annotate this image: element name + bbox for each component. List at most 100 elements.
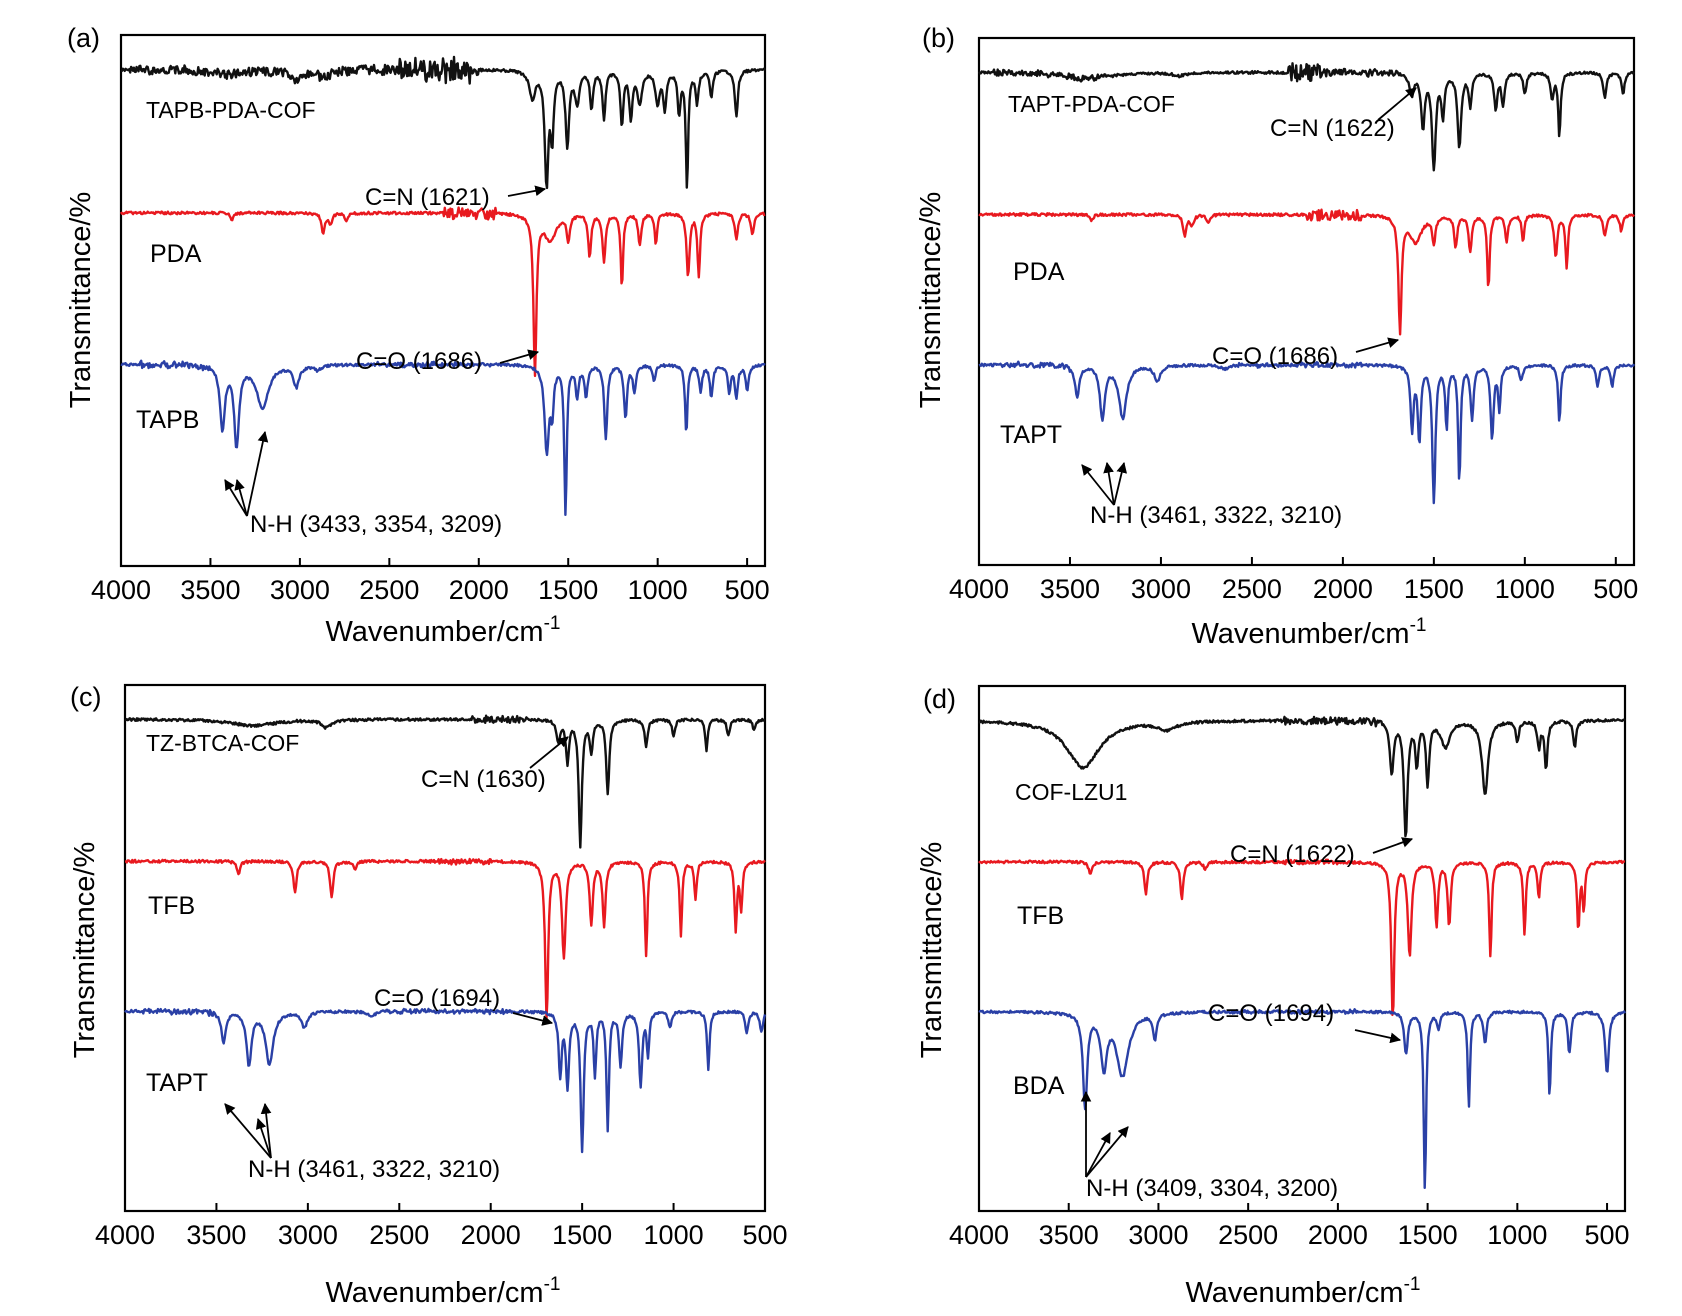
panel-label: (c) (70, 682, 101, 712)
series-line-tapt-pda-cof (977, 62, 1636, 172)
series-label: TAPT (146, 1069, 208, 1097)
panel-label: (b) (922, 23, 955, 53)
y-axis-label: Transmittance/% (915, 192, 947, 409)
series-line-tapb (120, 359, 766, 516)
y-axis-label: Transmittance/% (65, 192, 97, 409)
series-line-tapt (978, 360, 1636, 505)
annotation-arrow (1113, 461, 1128, 506)
x-tick-label: 4000 (91, 575, 151, 605)
annotation-arrow (224, 479, 248, 517)
peak-annotation: N-H (3409, 3304, 3200) (1086, 1175, 1338, 1202)
annotation-arrow (1372, 837, 1414, 854)
plot-frame (977, 36, 1636, 567)
x-tick-label: 1000 (644, 1220, 704, 1250)
series-label: PDA (150, 240, 202, 268)
series-line-cof-lzu1 (978, 715, 1626, 838)
x-tick-label: 4000 (949, 1220, 1009, 1250)
x-axis-label-exponent: -1 (1404, 1274, 1421, 1295)
x-tick-label: 2000 (1313, 574, 1373, 604)
series-line-tapb-pda-cof (120, 55, 767, 190)
chart-panel-3: 4000 3500 3000 2500 2000 1500 1000 500 TZ-BTCA-C… (69, 682, 788, 1309)
x-tick-label: 2000 (461, 1220, 521, 1250)
series-line-tapt (124, 1007, 767, 1154)
x-tick-label: 1500 (1398, 1220, 1458, 1250)
x-tick-label: 2000 (1308, 1220, 1368, 1250)
annotation-arrow (499, 349, 540, 364)
series-line-pda (978, 208, 1635, 336)
series-line-tz-btca-cof (124, 714, 766, 849)
peak-annotation: C=N (1622) (1270, 115, 1395, 142)
x-tick-label: 2500 (369, 1220, 429, 1250)
series-label: TZ-BTCA-COF (146, 730, 299, 756)
peak-annotation: N-H (3433, 3354, 3209) (250, 511, 502, 538)
x-axis-label-exponent: -1 (1410, 615, 1427, 636)
x-tick-label: 1000 (1495, 574, 1555, 604)
x-tick-label: 500 (725, 575, 770, 605)
chart-panel-2: 4000 3500 3000 2500 2000 1500 1000 500 TAPT-PDA-… (915, 23, 1638, 650)
peak-annotation: C=N (1630) (421, 766, 546, 793)
plot-frame (977, 684, 1627, 1213)
annotation-arrow (507, 185, 547, 197)
x-axis-label-exponent: -1 (544, 613, 561, 634)
x-tick-label: 3000 (1128, 1220, 1188, 1250)
y-axis-label: Transmittance/% (916, 842, 948, 1059)
x-tick-label: 500 (742, 1220, 787, 1250)
annotation-arrow (260, 1102, 272, 1159)
annotation-arrow (512, 1012, 554, 1026)
peak-annotation: C=O (1694) (374, 985, 500, 1012)
peak-annotation: C=O (1686) (356, 348, 482, 375)
y-axis-label: Transmittance/% (69, 842, 101, 1059)
x-tick-label: 3500 (180, 575, 240, 605)
annotation-arrow (255, 1117, 272, 1159)
x-tick-label: 3000 (270, 575, 330, 605)
x-tick-label: 500 (1593, 574, 1638, 604)
chart-panel-1: 4000 3500 3000 2500 2000 1500 1000 500 TAPB-PDA-… (65, 23, 770, 648)
annotation-arrow (1085, 1126, 1129, 1178)
x-tick-label: 3000 (1131, 574, 1191, 604)
x-axis-label-main: Wavenumber/cm (1185, 1277, 1403, 1309)
peak-annotation: C=N (1621) (365, 184, 490, 211)
series-label: BDA (1013, 1072, 1065, 1100)
peak-annotation: N-H (3461, 3322, 3210) (248, 1156, 500, 1183)
x-tick-label: 1000 (628, 575, 688, 605)
series-line-pda (119, 206, 766, 378)
x-tick-label: 500 (1585, 1220, 1630, 1250)
x-tick-label: 4000 (949, 574, 1009, 604)
annotation-arrow (1081, 464, 1115, 506)
x-axis-label: Wavenumber/cm-1 (325, 1274, 560, 1309)
peak-annotation: C=N (1622) (1230, 841, 1355, 868)
annotation-arrow (234, 478, 248, 517)
series-label: TAPB (136, 406, 199, 434)
x-tick-label: 3500 (1039, 1220, 1099, 1250)
x-tick-label: 3500 (1040, 574, 1100, 604)
plot-frame (123, 683, 767, 1213)
series-line-tfb (124, 857, 766, 1021)
peak-annotation: N-H (3461, 3322, 3210) (1090, 502, 1342, 529)
series-label: COF-LZU1 (1015, 779, 1127, 805)
annotation-arrow (1377, 87, 1417, 121)
annotation-arrow (246, 430, 269, 517)
series-label: TAPT-PDA-COF (1008, 91, 1175, 117)
annotation-arrow (1103, 461, 1115, 506)
x-axis-label: Wavenumber/cm-1 (1191, 615, 1426, 650)
chart-panel-4: 4000 3500 3000 2500 2000 1500 1000 500 COF-LZU1 T… (916, 684, 1630, 1309)
series-label: TAPB-PDA-COF (146, 97, 316, 123)
series-label: TAPT (1000, 421, 1062, 449)
x-tick-label: 3500 (186, 1220, 246, 1250)
peak-annotation: C=O (1686) (1212, 343, 1338, 370)
series-label: TFB (148, 892, 195, 920)
series-label: TFB (1017, 902, 1064, 930)
x-tick-label: 4000 (95, 1220, 155, 1250)
annotation-arrow (1354, 1029, 1402, 1044)
annotation-arrow (1355, 337, 1400, 353)
x-tick-label: 1000 (1487, 1220, 1547, 1250)
x-axis-label: Wavenumber/cm-1 (1185, 1274, 1420, 1309)
series-line-bda (978, 1008, 1627, 1190)
x-tick-label: 2500 (359, 575, 419, 605)
x-axis-label: Wavenumber/cm-1 (325, 613, 560, 648)
annotation-arrow (224, 1103, 272, 1159)
x-axis-label-main: Wavenumber/cm (1191, 618, 1409, 650)
annotation-arrow (529, 736, 569, 769)
plot-frame (119, 33, 767, 568)
